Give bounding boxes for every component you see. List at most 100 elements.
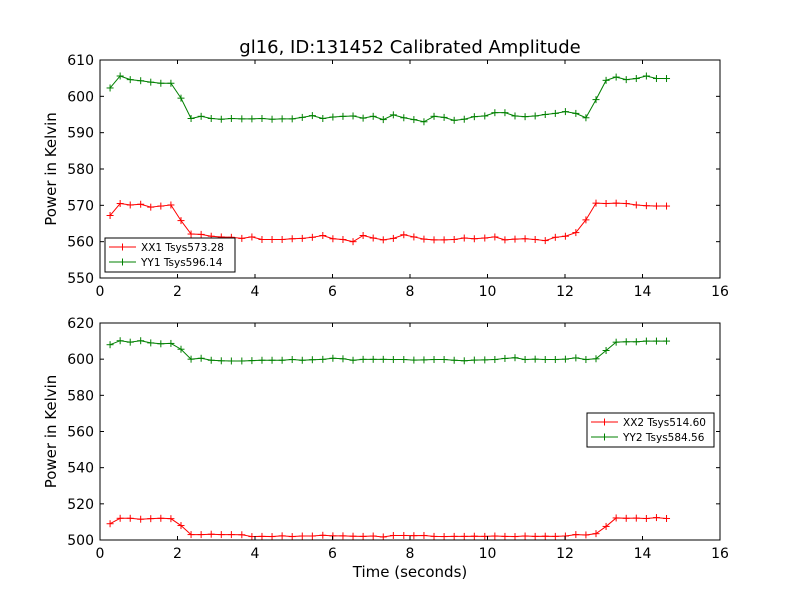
x-tick-label: 14 xyxy=(634,284,652,300)
data-point xyxy=(521,532,529,540)
data-point xyxy=(430,112,438,120)
data-point xyxy=(440,236,448,244)
data-point xyxy=(410,116,418,124)
data-point xyxy=(521,235,529,243)
data-point xyxy=(187,114,195,122)
data-point xyxy=(561,232,569,240)
data-point xyxy=(248,115,256,123)
legend-entry: YY2 Tsys584.56 xyxy=(591,432,705,444)
data-point xyxy=(329,235,337,243)
data-point xyxy=(369,234,377,242)
data-point xyxy=(632,338,640,346)
data-point xyxy=(531,235,539,243)
data-point xyxy=(339,235,347,243)
data-point xyxy=(400,114,408,122)
data-point xyxy=(227,114,235,122)
legend-entry: YY1 Tsys596.14 xyxy=(109,257,223,269)
data-point xyxy=(167,201,175,209)
data-point xyxy=(491,356,499,364)
data-point xyxy=(187,355,195,363)
data-point xyxy=(207,114,215,122)
data-point xyxy=(167,79,175,87)
data-point xyxy=(389,111,397,119)
data-point xyxy=(278,115,286,123)
x-tick-label: 8 xyxy=(406,546,415,562)
data-point xyxy=(177,522,185,530)
data-point xyxy=(561,108,569,116)
data-point xyxy=(450,116,458,124)
data-point xyxy=(612,199,620,207)
data-point xyxy=(116,514,124,522)
data-point xyxy=(582,356,590,364)
data-point xyxy=(481,112,489,120)
y-axis-label: Power in Kelvin xyxy=(42,375,60,489)
data-point xyxy=(106,520,114,528)
data-point xyxy=(481,356,489,364)
data-point xyxy=(106,212,114,220)
data-point xyxy=(339,112,347,120)
data-point xyxy=(308,532,316,540)
data-point xyxy=(258,114,266,122)
chart-title: gl16, ID:131452 Calibrated Amplitude xyxy=(239,37,580,58)
legend: XX1 Tsys573.28 YY1 Tsys596.14 xyxy=(104,237,236,273)
data-point xyxy=(450,356,458,364)
data-point xyxy=(308,112,316,120)
data-point xyxy=(491,532,499,540)
data-point xyxy=(460,234,468,242)
data-point xyxy=(197,112,205,120)
series-xx xyxy=(106,514,671,541)
data-point xyxy=(440,113,448,121)
data-point xyxy=(308,356,316,364)
data-point xyxy=(157,79,165,87)
data-point xyxy=(217,531,225,539)
data-point xyxy=(319,531,327,539)
data-point xyxy=(632,201,640,209)
data-point xyxy=(501,109,509,117)
data-point xyxy=(288,356,296,364)
data-point xyxy=(622,76,630,84)
data-point xyxy=(268,115,276,123)
data-point xyxy=(137,337,145,345)
data-point xyxy=(197,230,205,238)
data-point xyxy=(541,237,549,245)
data-point xyxy=(349,238,357,246)
data-point xyxy=(652,337,660,345)
x-tick-label: 14 xyxy=(634,546,652,562)
data-point xyxy=(460,115,468,123)
x-tick-label: 4 xyxy=(251,546,260,562)
data-point xyxy=(602,522,610,530)
data-point xyxy=(663,202,671,210)
data-point xyxy=(622,200,630,208)
data-point xyxy=(258,356,266,364)
data-point xyxy=(177,345,185,353)
series-yy xyxy=(106,72,671,126)
data-point xyxy=(470,235,478,243)
x-tick-label: 6 xyxy=(328,284,337,300)
data-point xyxy=(410,356,418,364)
data-point xyxy=(572,109,580,117)
data-point xyxy=(288,115,296,123)
legend-label: XX2 Tsys514.60 xyxy=(623,417,706,429)
data-point xyxy=(379,533,387,541)
data-point xyxy=(541,111,549,118)
data-point xyxy=(652,75,660,83)
y-tick-label: 580 xyxy=(67,162,94,178)
data-point xyxy=(430,356,438,364)
data-point xyxy=(430,532,438,540)
bottom-panel: 0 2 4 6 8 10 12 14 16 500 520 540 560 580 600 620 Power … xyxy=(42,316,729,581)
data-point xyxy=(642,514,650,522)
data-point xyxy=(369,532,377,540)
data-point xyxy=(400,231,408,239)
data-point xyxy=(238,357,246,365)
data-point xyxy=(278,356,286,364)
data-point xyxy=(572,229,580,237)
data-point xyxy=(288,235,296,243)
data-point xyxy=(147,515,155,523)
data-point xyxy=(511,533,519,541)
data-point xyxy=(612,338,620,346)
data-point xyxy=(612,73,620,81)
data-point xyxy=(450,235,458,243)
data-point xyxy=(541,356,549,364)
legend-box xyxy=(104,237,236,273)
